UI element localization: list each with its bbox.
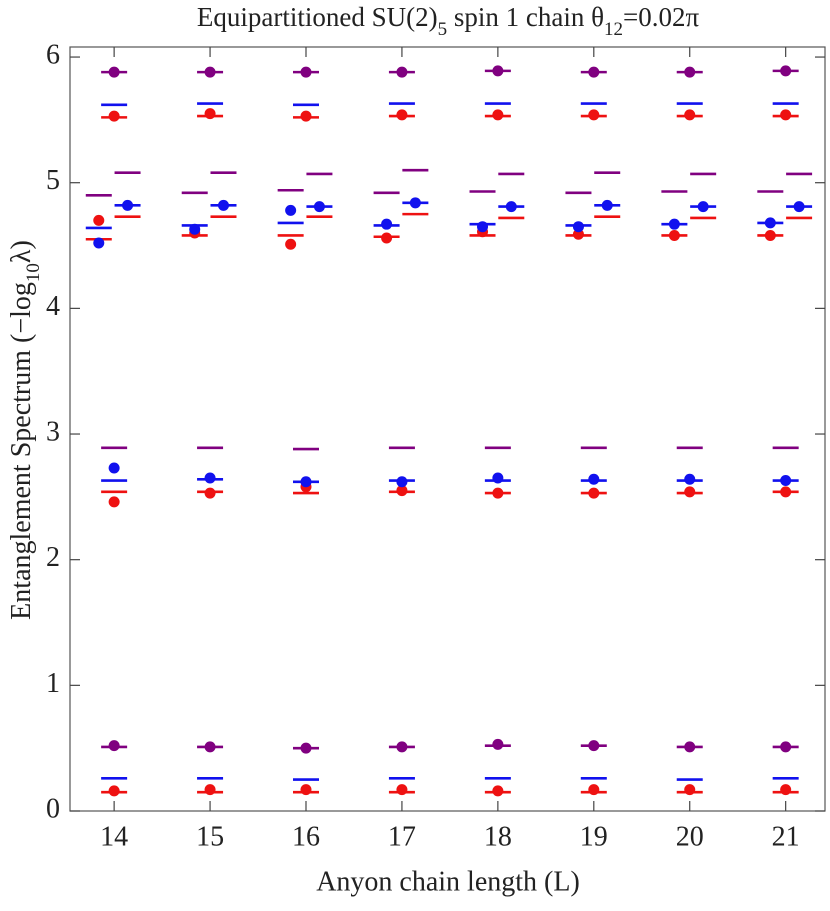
level-dot [572,228,584,240]
level-dot [409,197,421,209]
level-dot [300,110,312,122]
level-dot [189,223,201,235]
level-dot [93,237,105,249]
level-dot [793,201,805,213]
level-dot [108,462,120,474]
level-dot [108,110,120,122]
y-tick-label: 5 [46,165,60,196]
level-dot [300,784,312,796]
level-dot [764,217,776,229]
level-dot [93,214,105,226]
level-dot [108,66,120,78]
level-dot [684,473,696,485]
level-dot [505,201,517,213]
level-dot [381,232,393,244]
x-tick-label: 16 [292,821,320,852]
level-dot [396,66,408,78]
level-dot [684,66,696,78]
level-dot [684,486,696,498]
y-tick-label: 3 [46,416,60,447]
level-dot [588,473,600,485]
x-tick-label: 18 [484,821,512,852]
x-tick-label: 17 [388,821,416,852]
x-axis-label: Anyon chain length (L) [316,866,580,897]
label-part: Entanglement Spectrum (−log [6,282,37,620]
level-dot [780,486,792,498]
level-dot [684,109,696,121]
level-dot [217,199,229,211]
level-dot [492,738,504,750]
y-tick-label: 0 [46,793,60,824]
level-dot [492,785,504,797]
x-tick-label: 19 [580,821,608,852]
x-tick-label: 21 [772,821,800,852]
level-dot [204,784,216,796]
level-dot [780,475,792,487]
label-part: spin 1 chain θ [447,2,604,32]
y-tick-label: 6 [46,39,60,70]
level-dot [588,109,600,121]
level-dot [492,109,504,121]
level-dot [601,199,613,211]
label-part: =0.02π [623,2,699,32]
x-tick-label: 20 [676,821,704,852]
level-dot [780,65,792,77]
level-dot [588,740,600,752]
level-dot [300,742,312,754]
level-dot [668,229,680,241]
level-dot [285,204,297,216]
level-dot [697,201,709,213]
level-dot [300,476,312,488]
x-tick-label: 15 [196,821,224,852]
level-dot [492,65,504,77]
level-dot [108,740,120,752]
level-dot [108,496,120,508]
subscript: 12 [604,19,623,40]
label-part: Equipartitioned SU(2) [197,2,438,32]
level-dot [780,741,792,753]
y-tick-label: 2 [46,542,60,573]
level-dot [204,66,216,78]
level-dot [477,221,489,233]
level-dot [108,785,120,797]
level-dot [396,109,408,121]
level-dot [204,108,216,120]
level-dot [588,66,600,78]
chart-title: Equipartitioned SU(2)5 spin 1 chain θ12=… [197,2,700,40]
subscript: 10 [23,263,44,282]
level-dot [572,221,584,233]
level-dot [300,66,312,78]
level-dot [204,741,216,753]
level-dot [204,472,216,484]
x-tick-label: 14 [100,821,128,852]
level-dot [313,201,325,213]
level-dot [764,229,776,241]
level-dot [396,476,408,488]
level-dot [684,741,696,753]
level-dot [396,784,408,796]
level-dot [492,487,504,499]
level-dot [122,199,134,211]
level-dot [668,218,680,230]
level-dot [684,784,696,796]
level-dot [381,218,393,230]
level-dot [780,109,792,121]
y-axis-label: Entanglement Spectrum (−log10λ) [6,240,43,620]
level-dot [285,238,297,250]
y-tick-label: 4 [46,291,60,322]
level-dot [780,784,792,796]
level-dot [492,472,504,484]
level-dot [588,784,600,796]
level-dot [204,487,216,499]
subscript: 5 [438,19,448,40]
y-tick-label: 1 [46,668,60,699]
plot-frame [69,46,826,812]
label-part: λ) [6,240,37,263]
level-dot [396,485,408,497]
level-dot [396,741,408,753]
level-dot [588,487,600,499]
